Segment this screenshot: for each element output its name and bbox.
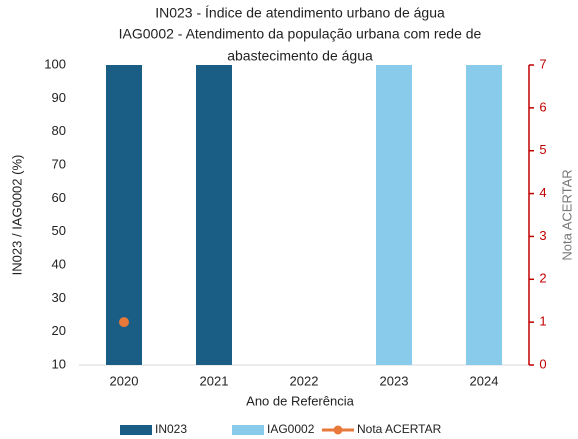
y-tick-label: 50 xyxy=(52,223,66,238)
x-tick-label: 2024 xyxy=(470,373,499,388)
y-tick-label: 100 xyxy=(44,56,66,71)
legend-label: IN023 xyxy=(155,422,187,436)
y-tick-label: 20 xyxy=(52,323,66,338)
y2-tick-label: 3 xyxy=(539,228,546,243)
y2-tick-label: 0 xyxy=(539,356,546,371)
bar xyxy=(466,65,502,365)
y2-axis-label: Nota ACERTAR xyxy=(559,169,574,260)
y2-tick-label: 2 xyxy=(539,271,546,286)
y2-tick-label: 4 xyxy=(539,185,546,200)
legend-swatch xyxy=(120,425,152,435)
y-axis-label: IN023 / IAG0002 (%) xyxy=(9,155,24,276)
y-tick-label: 70 xyxy=(52,156,66,171)
y-tick-label: 40 xyxy=(52,256,66,271)
y-tick-label: 60 xyxy=(52,190,66,205)
x-tick-label: 2023 xyxy=(380,373,409,388)
bar xyxy=(196,65,232,365)
y2-tick-label: 6 xyxy=(539,99,546,114)
legend-swatch xyxy=(232,425,264,435)
y-tick-label: 90 xyxy=(52,90,66,105)
x-axis-label: Ano de Referência xyxy=(246,393,354,408)
x-tick-label: 2020 xyxy=(110,373,139,388)
bar xyxy=(106,65,142,365)
x-tick-label: 2022 xyxy=(290,373,319,388)
line-marker xyxy=(119,317,129,328)
y-tick-label: 30 xyxy=(52,290,66,305)
legend-label: Nota ACERTAR xyxy=(357,422,442,436)
chart-title: abastecimento de água xyxy=(227,48,373,64)
y2-tick-label: 1 xyxy=(539,314,546,329)
y2-tick-label: 5 xyxy=(539,142,546,157)
y-tick-label: 10 xyxy=(52,356,66,371)
legend-swatch xyxy=(333,425,343,435)
chart-title: IN023 - Índice de atendimento urbano de … xyxy=(155,5,445,21)
legend-label: IAG0002 xyxy=(267,422,315,436)
y-tick-label: 80 xyxy=(52,123,66,138)
y2-tick-label: 7 xyxy=(539,56,546,71)
chart-title: IAG0002 - Atendimento da população urban… xyxy=(119,26,482,42)
bar xyxy=(376,65,412,365)
x-tick-label: 2021 xyxy=(200,373,229,388)
